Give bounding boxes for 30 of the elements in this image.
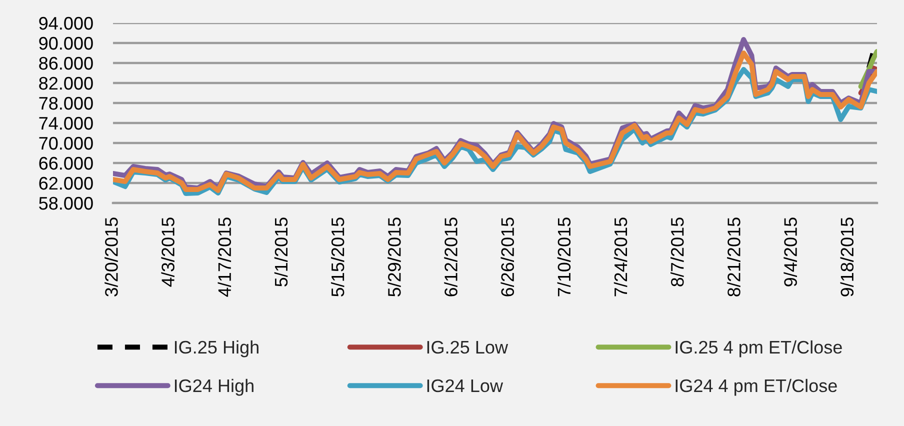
x-tick-label: 5/29/2015: [388, 218, 401, 296]
legend-label: IG24 4 pm ET/Close: [676, 378, 837, 396]
x-tick-label: 8/7/2015: [670, 218, 684, 286]
x-tick-label: 5/15/2015: [330, 218, 344, 296]
x-tick-label: 9/18/2015: [840, 218, 854, 296]
x-tick-label: 6/26/2015: [500, 218, 514, 296]
x-tick-label: 4/17/2015: [218, 218, 232, 297]
y-tick-label: 58.000: [39, 196, 93, 210]
legend-label: IG.25 Low: [427, 340, 508, 354]
x-tick-label: 4/3/2015: [161, 218, 174, 287]
x-tick-label: 7/10/2015: [557, 218, 571, 296]
legend-label: IG.25 High: [174, 340, 258, 358]
y-tick-label: 82.000: [39, 76, 93, 90]
y-tick-label: 94.000: [39, 16, 93, 30]
x-tick-label: 7/24/2015: [614, 218, 628, 296]
x-tick-label: 9/4/2015: [784, 218, 797, 286]
x-tick-label: 6/12/2015: [444, 218, 458, 296]
x-tick-label: 8/21/2015: [727, 218, 740, 296]
legend-label: IG.25 4 pm ET/Close: [676, 340, 842, 358]
y-tick-label: 62.000: [39, 176, 93, 190]
y-tick-label: 90.000: [39, 36, 93, 50]
legend-label: IG24 High: [174, 378, 254, 396]
x-tick-label: 5/1/2015: [274, 218, 288, 286]
x-tick-label: 3/20/2015: [104, 218, 118, 297]
y-tick-label: 66.000: [39, 156, 93, 170]
y-tick-label: 86.000: [39, 56, 93, 70]
legend-label: IG24 Low: [427, 379, 504, 392]
y-tick-label: 74.000: [39, 116, 93, 130]
y-tick-label: 70.000: [39, 136, 93, 150]
y-tick-label: 78.000: [39, 96, 93, 110]
